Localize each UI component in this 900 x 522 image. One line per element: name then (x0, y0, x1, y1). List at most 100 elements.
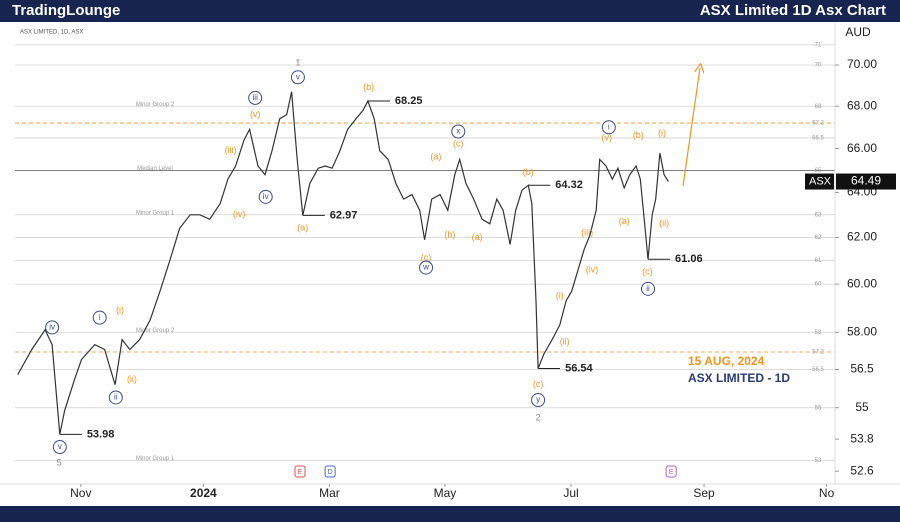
wave-label: (c) (533, 379, 544, 389)
level-value: 65 (815, 168, 822, 174)
wave-label: ii (646, 284, 650, 293)
y-tick-label: 60.00 (847, 276, 877, 290)
wave-label: ii (114, 393, 118, 402)
event-marker (324, 465, 336, 478)
level-value: 68 (815, 104, 822, 110)
wave-circle (45, 320, 60, 335)
wave-label: (ii) (560, 336, 570, 346)
y-tick-label: 66.00 (847, 141, 877, 155)
level-name: Minor Group 2 (136, 328, 175, 334)
level-value: 71 (815, 42, 822, 48)
x-tick-label: May (434, 486, 457, 500)
x-tick-label: Jul (563, 486, 578, 500)
y-tick-label: 70.00 (847, 57, 877, 71)
wave-circle (248, 90, 263, 105)
wave-circle (641, 281, 656, 296)
wave-label: i (608, 122, 610, 131)
level-value: 62 (815, 235, 822, 241)
wave-label: iv (263, 192, 269, 201)
level-value: 57.2 (812, 350, 824, 356)
wave-label: (iii) (225, 145, 237, 155)
wave-label: (b) (633, 130, 644, 140)
wave-label: v (296, 72, 300, 81)
wave-label: 5 (57, 457, 62, 467)
wave-label: (iv) (586, 264, 599, 274)
wave-label: (b) (523, 167, 534, 177)
x-tick-label: Sep (693, 486, 715, 500)
level-name: Median Level (137, 166, 173, 172)
level-value: 55 (815, 405, 822, 411)
event-marker (294, 465, 306, 478)
wave-label: (iii) (581, 227, 593, 237)
level-name: Minor Group 1 (136, 456, 175, 462)
wave-label: (c) (642, 267, 653, 277)
chart-name: ASX LIMITED - 1D (688, 371, 790, 385)
x-tick-label: 2024 (190, 486, 217, 500)
wave-circle (92, 310, 107, 325)
x-tick-label: Mar (319, 486, 340, 500)
wave-circle (108, 390, 123, 405)
wave-label: (b) (363, 82, 374, 92)
price-mark-label: 62.97 (330, 209, 358, 221)
level-value: 66.5 (812, 136, 824, 142)
y-tick-label: 55 (855, 400, 869, 414)
wave-label: iv (49, 322, 55, 331)
wave-label: (c) (453, 139, 464, 149)
level-value: 67.2 (812, 121, 824, 127)
y-tick-label: 58.00 (847, 324, 877, 338)
wave-label: i (99, 313, 101, 322)
price-mark-label: 56.54 (565, 362, 593, 374)
projection-arrow (682, 68, 700, 187)
wave-label: (a) (430, 152, 441, 162)
wave-label: v (58, 442, 62, 451)
price-mark-label: 64.32 (555, 179, 583, 191)
brand: TradingLounge (12, 2, 120, 19)
wave-label: (i) (556, 290, 564, 300)
event-marker (665, 465, 677, 478)
wave-label: (i) (658, 128, 666, 138)
event-label: E (669, 469, 674, 476)
level-value: 58 (815, 330, 822, 336)
wave-circle (451, 124, 466, 139)
wave-label: (ii) (659, 218, 669, 228)
level-name: Minor Group 1 (136, 210, 175, 216)
symbol-info: ASX LIMITED, 1D, ASX (20, 30, 83, 36)
wave-label: (ii) (127, 374, 137, 384)
price-mark-label: 61.06 (675, 253, 703, 265)
x-tick-label: Nov (70, 486, 91, 500)
wave-label: y (536, 395, 540, 404)
wave-label: (iv) (233, 209, 246, 219)
price-mark-label: 68.25 (395, 95, 423, 107)
y-tick-label: 53.8 (850, 431, 874, 445)
price-tag (836, 173, 896, 190)
level-value: 53 (815, 458, 822, 464)
level-value: 60 (815, 282, 822, 288)
y-tick-label: 52.6 (850, 463, 874, 477)
wave-circle (258, 189, 273, 204)
price-mark-label: 53.98 (87, 428, 115, 440)
y-tick-label: 68.00 (847, 98, 877, 112)
x-tick-label: No (819, 486, 835, 500)
wave-circle (531, 393, 546, 408)
wave-label: x (456, 127, 460, 136)
wave-label: (a) (297, 223, 308, 233)
plot-area: 71 70 68 Minor Group 2 67.2 66.5 65 Median Leve… (15, 42, 835, 467)
wave-label: 2 (536, 412, 541, 422)
wave-label: (a) (619, 216, 630, 226)
wave-label: (i) (116, 305, 124, 315)
wave-label: (v) (250, 109, 261, 119)
currency: AUD (845, 25, 871, 39)
price-line (17, 91, 669, 435)
price-tag-label: 64.49 (851, 174, 881, 188)
wave-label: 1 (295, 57, 300, 67)
event-label: E (298, 469, 303, 476)
event-label: D (328, 469, 333, 476)
level-value: 56.5 (812, 367, 824, 373)
wave-label: (v) (601, 132, 612, 142)
ticker-tag-label: ASX (809, 175, 832, 187)
wave-circle (52, 440, 67, 455)
wave-circle (290, 70, 305, 85)
wave-label: (c) (421, 253, 432, 263)
ticker-tag (805, 173, 834, 190)
